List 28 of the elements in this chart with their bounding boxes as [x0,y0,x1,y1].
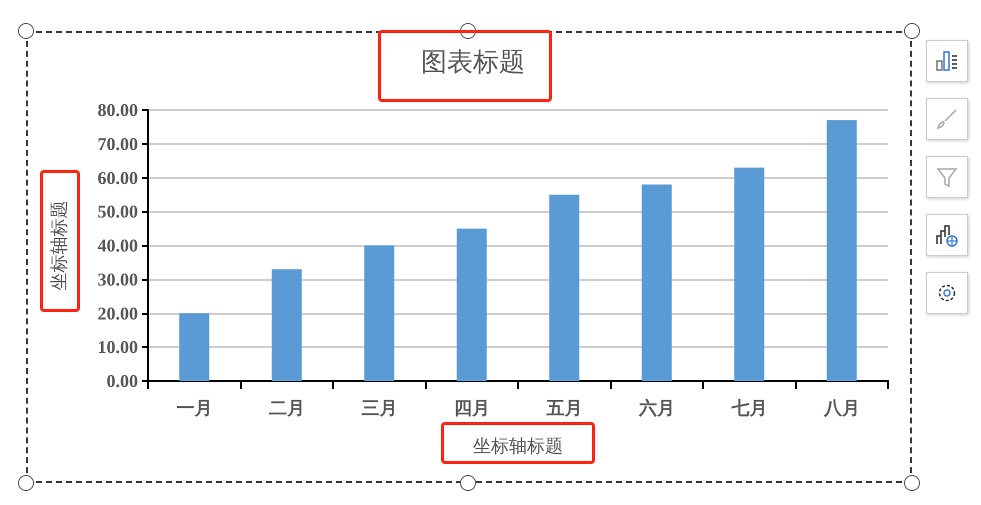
y-tick-label: 20.00 [98,303,138,324]
y-tick-label: 0.00 [106,371,138,391]
bar [179,313,210,381]
x-tick-label: 二月 [268,398,305,418]
chart-title: 图表标题 [421,48,525,76]
y-tick-label: 40.00 [98,236,138,256]
x-tick-label: 五月 [545,398,582,418]
bar [456,228,487,381]
bar [826,120,857,381]
x-axis-title: 坐标轴标题 [473,436,563,456]
x-tick-label: 八月 [822,398,860,418]
x-tick-label: 四月 [454,398,490,418]
x-tick-label: 三月 [361,398,398,418]
bar [734,168,764,381]
bar [642,184,672,381]
y-tick-label: 60.00 [98,168,138,188]
y-tick-label: 10.00 [98,337,138,358]
x-tick-label: 六月 [638,398,675,418]
y-axis-title: 坐标轴标题 [49,200,69,290]
y-tick-label: 50.00 [98,202,138,222]
bar [272,269,302,381]
x-tick-label: 一月 [176,398,212,418]
y-tick-label: 70.00 [98,134,138,154]
bar [549,194,580,381]
y-tick-label: 80.00 [98,100,138,120]
bar [364,246,394,381]
x-tick-label: 七月 [730,398,768,418]
y-tick-label: 30.00 [98,269,138,290]
